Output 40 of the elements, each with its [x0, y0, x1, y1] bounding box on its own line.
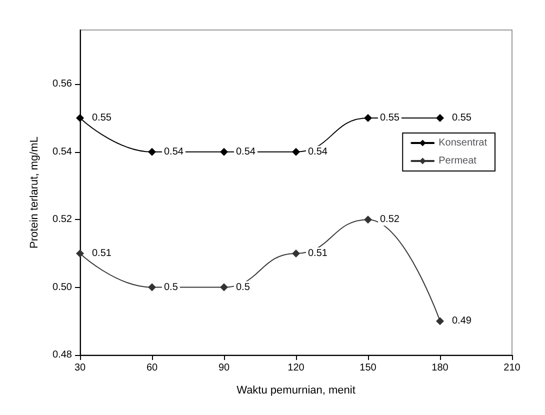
legend-label: Konsentrat [438, 138, 488, 148]
data-label: 0.51 [92, 248, 112, 259]
data-label: 0.55 [92, 112, 112, 124]
point [364, 114, 372, 122]
text: 0.52 [52, 214, 72, 226]
data-label: 0.54 [236, 146, 256, 158]
legend-label: Permeat [438, 156, 477, 166]
x-tick-label: 30 [74, 362, 86, 374]
point [76, 249, 84, 258]
data-label: 0.52 [380, 214, 400, 226]
x-tick-label: 120 [288, 362, 305, 374]
data-label: 0.51 [308, 248, 328, 259]
data-label: 0.5 [236, 282, 250, 293]
x-tick-label: 210 [504, 362, 521, 374]
point [364, 216, 372, 224]
point [292, 249, 300, 258]
x-tick-label: 90 [218, 362, 230, 374]
text: 0.54 [52, 146, 72, 158]
x-tick-label: 180 [432, 362, 449, 374]
data-label: 0.54 [164, 146, 184, 158]
point [76, 114, 84, 122]
data-label: 0.55 [380, 112, 400, 124]
point [220, 148, 228, 156]
point [148, 148, 156, 156]
text: 0.50 [52, 282, 72, 293]
point [148, 283, 156, 292]
data-label: 0.54 [308, 146, 328, 158]
text: 0.48 [52, 350, 72, 360]
x-tick-label: 150 [360, 362, 377, 374]
data-label: 0.49 [452, 316, 472, 327]
y-axis-title: Protein terlarut, mg/mL [28, 136, 40, 248]
x-axis-title: Waktu pemurnian, menit [236, 384, 356, 396]
point [292, 148, 300, 156]
x-tick-label: 60 [146, 362, 158, 374]
data-label: 0.55 [452, 112, 472, 124]
point [220, 283, 228, 292]
point [436, 317, 444, 326]
data-label: 0.5 [164, 282, 178, 293]
text: 0.56 [52, 78, 72, 90]
point [436, 114, 444, 122]
